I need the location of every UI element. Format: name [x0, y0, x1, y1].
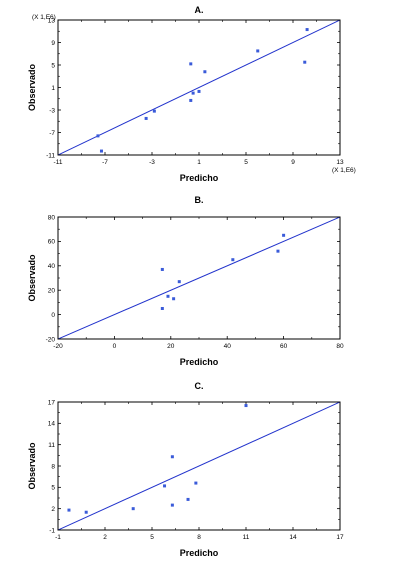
y-tick-label: 5	[51, 62, 55, 69]
y-tick-label: 1	[51, 85, 55, 92]
x-axis-title: Predicho	[180, 173, 219, 183]
y-axis-title: Observado	[27, 63, 37, 111]
x-tick-label: 11	[243, 534, 250, 541]
data-point	[191, 91, 195, 95]
fit-line	[58, 20, 340, 155]
y-tick-label: -11	[46, 152, 55, 159]
fit-line	[58, 217, 340, 339]
x-tick-label: 9	[291, 159, 295, 166]
x-tick-label: -7	[102, 159, 108, 166]
data-point	[231, 258, 235, 262]
scatter-panel-c: C. -1 2 5 8 11 14 17 -1 2 5 8 11 14 17 Predicho Observad…	[27, 381, 344, 558]
data-point	[67, 508, 71, 512]
x-tick-label: 8	[197, 534, 201, 541]
y-tick-label: 14	[48, 421, 56, 428]
panel-label: A.	[195, 5, 204, 15]
y-tick-label: 2	[51, 506, 55, 513]
data-point	[282, 233, 286, 237]
data-point	[194, 481, 198, 485]
y-tick-label: 8	[51, 463, 55, 470]
x-tick-label: -20	[53, 343, 63, 350]
panel-label: B.	[195, 195, 204, 205]
fit-line	[58, 402, 340, 530]
data-point	[256, 49, 260, 53]
data-point	[276, 249, 280, 253]
y-multiplier: (X 1,E6)	[32, 14, 56, 21]
scatter-panel-a: A. -11 -7 -3 1 5 9 13 -11 -7 -3 1 5 9 13 Predicho Observ…	[27, 5, 356, 183]
data-point	[189, 98, 193, 102]
data-point	[170, 455, 174, 459]
y-tick-label: 17	[48, 399, 56, 406]
y-tick-label: 40	[48, 263, 56, 270]
x-axis-title: Predicho	[180, 548, 219, 558]
x-tick-label: 60	[280, 343, 288, 350]
x-tick-label: 1	[197, 159, 201, 166]
y-tick-label: -7	[49, 130, 55, 137]
data-point	[172, 297, 176, 301]
data-point	[170, 503, 174, 507]
data-point	[244, 404, 248, 408]
data-point	[177, 280, 181, 284]
data-point	[131, 507, 135, 511]
y-tick-label: -1	[49, 527, 55, 534]
data-point	[305, 28, 309, 32]
data-point	[303, 60, 307, 64]
y-tick-label: 11	[48, 442, 55, 449]
x-tick-label: 20	[167, 343, 175, 350]
y-tick-label: 20	[48, 288, 56, 295]
x-tick-label: 5	[150, 534, 154, 541]
y-tick-label: 9	[51, 40, 55, 47]
data-point	[84, 510, 88, 514]
y-tick-label: -3	[49, 107, 55, 114]
data-point	[160, 307, 164, 310]
x-tick-label: 2	[103, 534, 107, 541]
data-point	[96, 134, 100, 138]
y-tick-label: 0	[51, 312, 55, 319]
data-point	[186, 497, 190, 501]
x-tick-label: 14	[289, 534, 297, 541]
data-point	[144, 116, 148, 120]
x-tick-label: -3	[149, 159, 155, 166]
y-tick-label: 13	[48, 17, 56, 24]
y-axis-title: Observado	[27, 254, 37, 302]
x-tick-label: 13	[336, 159, 344, 166]
data-point	[189, 62, 193, 66]
y-tick-label: -20	[46, 336, 56, 343]
y-tick-label: 60	[48, 239, 56, 246]
x-tick-label: -11	[54, 159, 63, 166]
y-axis-title: Observado	[27, 442, 37, 490]
data-point	[99, 149, 103, 153]
data-point	[160, 267, 164, 271]
data-point	[166, 294, 170, 298]
x-tick-label: 0	[113, 343, 117, 350]
x-tick-label: 17	[336, 534, 344, 541]
x-axis-title: Predicho	[180, 357, 219, 367]
scatter-panel-b: B. -20 0 20 40 60 80 -20 0 20 40 60 80 Predicho Observ…	[27, 195, 344, 367]
data-point	[203, 70, 207, 74]
data-point	[152, 109, 156, 113]
y-tick-label: 80	[48, 214, 56, 221]
data-point	[197, 89, 201, 93]
data-point	[163, 484, 167, 488]
panel-label: C.	[195, 381, 204, 391]
x-tick-label: 5	[244, 159, 248, 166]
x-tick-label: 80	[336, 343, 344, 350]
x-multiplier: (X 1,E6)	[332, 167, 356, 174]
x-tick-label: 40	[224, 343, 232, 350]
y-tick-label: 5	[51, 485, 55, 492]
x-tick-label: -1	[55, 534, 61, 541]
